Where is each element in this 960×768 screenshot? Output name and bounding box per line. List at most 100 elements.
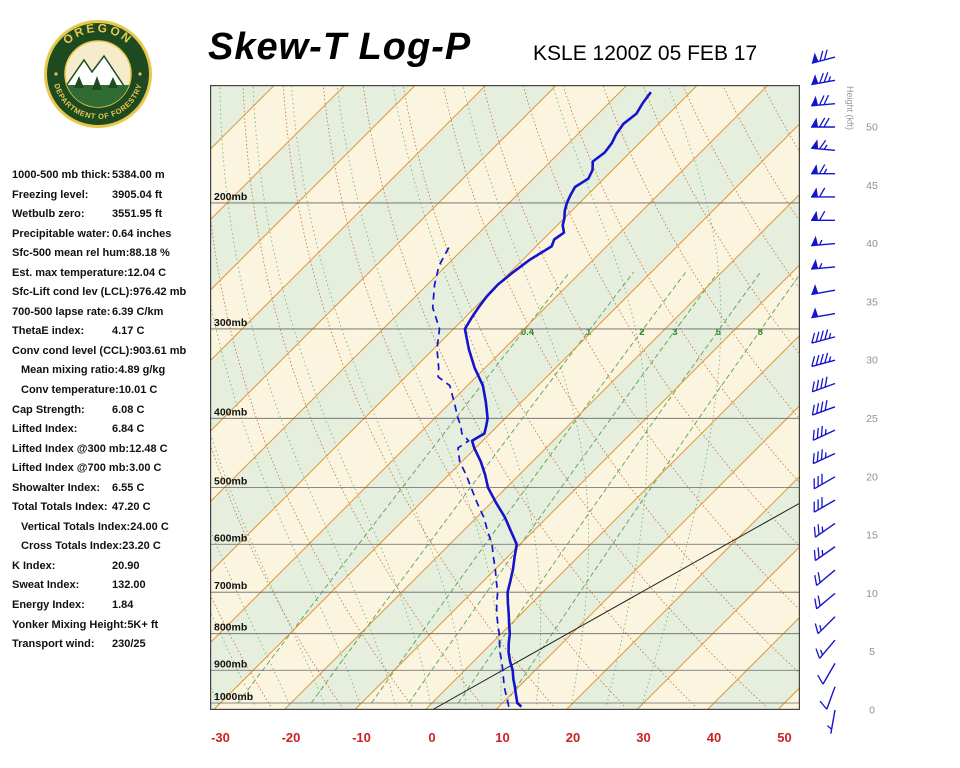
mixing-ratio-label: 0.4	[521, 327, 535, 338]
height-tick-label: 0	[869, 705, 875, 717]
pressure-lines	[210, 202, 800, 704]
height-tick-label: 20	[866, 471, 878, 483]
stat-value: 88.18 %	[129, 247, 170, 260]
wind-barb-icon	[814, 616, 836, 635]
logo-star	[138, 72, 142, 76]
pressure-label: 700mb	[214, 580, 247, 592]
wind-barb-icon	[813, 473, 836, 490]
stat-row: Transport wind: 230/25	[12, 635, 214, 655]
height-axis-title: Height (kft)	[845, 86, 855, 130]
height-tick-label: 40	[866, 238, 878, 250]
stat-label: Lifted Index @700 mb:	[12, 462, 130, 475]
logo-forest-scene	[65, 54, 131, 107]
wind-barb-icon	[814, 592, 836, 610]
wind-barb-icon	[819, 686, 836, 710]
wind-barb-icon	[811, 399, 836, 416]
stat-row: Vertical Totals Index:24.00 C	[12, 518, 214, 538]
stat-value: 4.17 C	[112, 325, 145, 338]
wind-barb-icon	[811, 284, 836, 296]
wind-barb-icon	[811, 259, 836, 270]
stat-row: Conv temperature:10.01 C	[12, 381, 214, 401]
stat-row: Sfc-Lift cond lev (LCL):976.42 mb	[12, 283, 214, 303]
chart-layers: 0.4 1 2 3 5 8	[210, 85, 800, 710]
stat-value: 903.61 mb	[133, 344, 187, 357]
wind-barb-icon	[811, 117, 835, 128]
pressure-label: 1000mb	[214, 691, 253, 703]
stat-value: 20.90	[112, 559, 140, 572]
wind-barb-icon	[817, 663, 836, 685]
stat-value: 12.04 C	[127, 266, 167, 279]
height-tick-label: 50	[866, 122, 878, 134]
skewt-chart: 0.4 1 2 3 5 8 200mb 300mb 400mb 500mb 600mb 700mb 80…	[210, 85, 800, 710]
stat-row: Cross Totals Index:23.20 C	[12, 537, 214, 557]
temp-tick-label: 10	[495, 730, 510, 745]
pressure-label: 800mb	[214, 622, 247, 634]
wind-barb-icon	[811, 139, 836, 152]
stat-label: 1000-500 mb thick:	[12, 169, 111, 181]
stat-label: 700-500 lapse rate:	[12, 305, 111, 318]
stat-label: ThetaE index:	[12, 325, 85, 338]
stat-label: Conv cond level (CCL):	[12, 344, 134, 357]
stat-value: 3.00 C	[129, 462, 162, 475]
stat-row: ThetaE index: 4.17 C	[12, 322, 214, 342]
stat-label: Transport wind:	[12, 638, 95, 651]
stat-row: Lifted Index @700 mb:3.00 C	[12, 459, 214, 479]
stat-label: Wetbulb zero:	[12, 208, 85, 221]
stat-row: 700-500 lapse rate: 6.39 C/km	[12, 303, 214, 323]
stat-row: Showalter Index: 6.55 C	[12, 479, 214, 499]
stat-row: Energy Index: 1.84	[12, 596, 214, 616]
stat-label: Lifted Index @300 mb:	[12, 442, 130, 455]
height-tick-label: 45	[866, 180, 878, 192]
odf-logo: OREGON DEPARTMENT OF FORESTRY	[44, 20, 152, 128]
stat-label: Sfc-500 mean rel hum:	[12, 247, 130, 260]
wind-barb-icon	[811, 307, 836, 319]
stat-value: 6.84 C	[112, 423, 145, 436]
logo-tree-icon	[74, 76, 84, 88]
diagonal-reference-line	[431, 502, 800, 710]
stat-value: 47.20 C	[112, 501, 151, 514]
pressure-label: 200mb	[214, 191, 247, 203]
isotherms	[210, 85, 800, 710]
stat-row: Wetbulb zero: 3551.95 ft	[12, 205, 214, 225]
wind-barb-icon	[813, 522, 836, 538]
stat-row: Sweat Index: 132.00	[12, 576, 214, 596]
temp-tick-label: 30	[636, 730, 651, 745]
stat-label: Cross Totals Index:	[21, 540, 123, 553]
stat-label: Yonker Mixing Height:	[12, 618, 128, 631]
wind-barb-icon	[811, 94, 836, 107]
stat-row: Lifted Index @300 mb:12.48 C	[12, 440, 214, 460]
stat-row: Conv cond level (CCL):903.61 mb	[12, 342, 214, 362]
stat-value: 6.55 C	[112, 481, 145, 494]
mixing-ratio-label: 3	[672, 327, 677, 338]
temp-tick-label: 50	[777, 730, 792, 745]
mixing-ratio-label: 8	[758, 327, 763, 338]
mixing-ratio-label: 1	[586, 327, 592, 338]
pressure-label: 500mb	[214, 476, 247, 488]
temp-tick-label: 20	[565, 730, 581, 745]
stat-value: 5384.00 m	[112, 169, 165, 181]
temp-tick-label: -20	[281, 730, 301, 745]
stat-label: Freezing level:	[12, 188, 89, 201]
chart-border	[210, 85, 800, 710]
stat-value: 6.39 C/km	[112, 305, 164, 318]
stat-row: K Index: 20.90	[12, 557, 214, 577]
stat-label: Energy Index:	[12, 599, 85, 612]
stat-label: Sweat Index:	[12, 579, 80, 592]
height-tick-label: 5	[869, 646, 875, 658]
wind-barb-icon	[814, 569, 836, 587]
stat-value: 3905.04 ft	[112, 188, 163, 201]
height-tick-label: 15	[866, 530, 878, 542]
stat-value: 5K+ ft	[127, 618, 159, 631]
stat-row: Mean mixing ratio:4.89 g/kg	[12, 361, 214, 381]
logo-tree-icon	[108, 77, 118, 88]
stat-value: 976.42 mb	[133, 286, 187, 299]
wind-barb-icon	[813, 497, 836, 513]
stat-value: 4.89 g/kg	[118, 364, 166, 377]
mixing-ratio-label: 5	[716, 327, 722, 338]
wind-barb-icon	[811, 72, 836, 86]
stat-row: Yonker Mixing Height:5K+ ft	[12, 616, 214, 636]
wind-barb-panel: Height (kft) 0 5 10 15 20 25 30 35 40 45 50	[811, 49, 878, 734]
stat-label: Mean mixing ratio:	[21, 364, 119, 377]
stats-panel: 1000-500 mb thick: 5384.00 m Freezing leve…	[12, 166, 214, 655]
